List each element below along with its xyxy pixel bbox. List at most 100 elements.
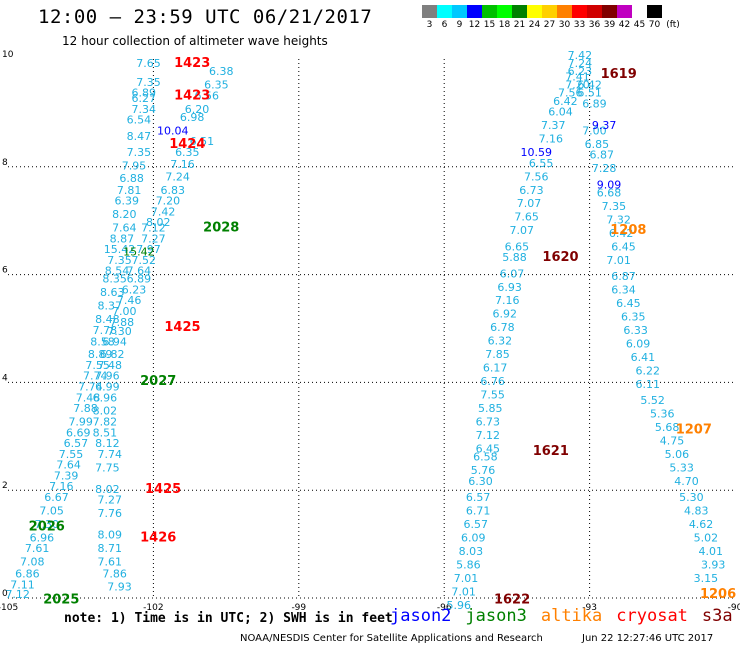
- y-tick-label: 10: [2, 50, 14, 60]
- wave-height-value: 7.74: [83, 370, 108, 383]
- wave-height-value: 7.88: [110, 316, 135, 329]
- wave-height-value: 7.64: [127, 265, 152, 278]
- wave-height-value: 7.75: [95, 461, 120, 474]
- wave-height-value: 7.56: [558, 87, 583, 100]
- wave-height-value: 7.24: [568, 57, 593, 70]
- legend-label: 15: [483, 20, 496, 30]
- pass-time-label: 1426: [140, 530, 176, 545]
- wave-height-value: 8.71: [98, 542, 123, 555]
- wave-height-value: 7.01: [451, 585, 476, 598]
- wave-height-value: 7.35: [136, 76, 161, 89]
- satellite-name: jason3: [465, 606, 527, 626]
- wave-height-value: 7.12: [5, 588, 30, 601]
- wave-height-value: 7.81: [117, 184, 142, 197]
- satellite-name: altika: [540, 606, 603, 626]
- wave-height-value: 5.36: [650, 407, 675, 420]
- legend-label: 3: [426, 20, 433, 30]
- wave-height-value: 6.73: [476, 416, 501, 429]
- legend-label: 21: [513, 20, 526, 30]
- wave-height-value: 5.85: [478, 402, 503, 415]
- wave-height-value: 7.24: [165, 170, 190, 183]
- legend-swatch: [452, 5, 467, 18]
- wave-height-value: 6.76: [480, 375, 505, 388]
- wave-height-value: 3.93: [701, 558, 726, 571]
- wave-height-value: 6.83: [161, 184, 186, 197]
- wave-height-value: 7.07: [517, 197, 542, 210]
- wave-height-value: 7.30: [107, 325, 132, 338]
- legend-swatch: [497, 5, 512, 18]
- wave-height-value: 6.04: [548, 106, 573, 119]
- wave-height-value: 7.48: [98, 359, 123, 372]
- wave-height-value: 4.62: [689, 518, 714, 531]
- wave-height-value: 6.23: [122, 283, 147, 296]
- wave-height-value: 8.03: [459, 545, 484, 558]
- wave-height-value: 8.54: [105, 265, 130, 278]
- wave-height-value: 6.87: [611, 270, 636, 283]
- wave-height-value: 7.74: [98, 448, 123, 461]
- x-tick-label: -99: [291, 603, 306, 613]
- satellite-legend: jason2 jason3 altika cryosat s3a: [390, 606, 733, 626]
- wave-height-value: 7.05: [39, 504, 64, 517]
- wave-height-value: 6.98: [180, 111, 205, 124]
- pass-time-label: 1423: [174, 56, 210, 71]
- legend-swatches: [422, 5, 684, 18]
- wave-height-value: 7.82: [93, 416, 118, 429]
- wave-height-value: 7.00: [582, 124, 607, 137]
- wave-height-value: 6.07: [500, 267, 525, 280]
- wave-height-value: 6.45: [611, 240, 636, 253]
- wave-height-value: 5.52: [640, 394, 665, 407]
- legend-swatch: [557, 5, 572, 18]
- y-tick-label: 2: [2, 481, 8, 491]
- timestamp-text: Jun 22 12:27:46 UTC 2017: [582, 633, 714, 644]
- wave-height-value: 8.02: [146, 216, 171, 229]
- wave-height-value: 7.16: [170, 158, 195, 171]
- legend-swatch: [542, 5, 557, 18]
- wave-height-value: 15.42: [104, 243, 136, 256]
- wave-height-value: 5.68: [655, 421, 680, 434]
- wave-height-value: 5.96: [446, 599, 471, 612]
- wave-height-value: 6.45: [476, 442, 501, 455]
- wave-height-value: 7.12: [476, 429, 501, 442]
- wave-height-value: 7.76: [98, 507, 123, 520]
- wave-height-value: 5.33: [669, 461, 694, 474]
- wave-height-value: 7.39: [54, 469, 79, 482]
- wave-height-value: 8.35: [102, 273, 127, 286]
- wave-height-value: 8.89: [88, 348, 113, 361]
- wave-height-value: 7.41: [565, 71, 590, 84]
- y-tick-label: 8: [2, 158, 8, 168]
- wave-height-value: 7.61: [25, 542, 50, 555]
- wave-height-value: 8.51: [93, 426, 118, 439]
- wave-height-value: 6.68: [597, 186, 622, 199]
- wave-height-value: 6.45: [616, 297, 641, 310]
- wave-height-value: 7.00: [112, 305, 137, 318]
- wave-height-value: 5.02: [694, 531, 719, 544]
- wave-height-value: 8.02: [95, 483, 120, 496]
- wave-height-value: 6.34: [611, 283, 636, 296]
- wave-height-value: 7.16: [539, 133, 564, 146]
- wave-height-value: 6.93: [497, 281, 522, 294]
- wave-height-value: 7.34: [131, 103, 156, 116]
- wave-height-value: 8.09: [98, 529, 123, 542]
- credit-text: NOAA/NESDIS Center for Satellite Applica…: [240, 633, 543, 644]
- wave-height-value: 7.93: [107, 580, 132, 593]
- wave-height-value: 4.01: [699, 545, 724, 558]
- wave-height-value: 7.35: [602, 200, 627, 213]
- wave-height-value: 4.83: [684, 504, 709, 517]
- wave-height-value: 6.32: [488, 335, 513, 348]
- pass-time-label: 1622: [494, 592, 530, 607]
- legend-swatch: [467, 5, 482, 18]
- wave-height-value: 7.99: [68, 416, 93, 429]
- pass-time-label: 1619: [601, 67, 637, 82]
- wave-height-value: 6.89: [127, 273, 152, 286]
- footer-note: note: 1) Time is in UTC; 2) SWH is in fe…: [64, 611, 393, 626]
- wave-height-value: 6.92: [493, 308, 518, 321]
- x-tick-label: -96: [437, 603, 452, 613]
- pass-time-label: 2025: [43, 592, 79, 607]
- wave-height-value: 7.88: [73, 402, 98, 415]
- wave-height-value: 7.64: [112, 221, 137, 234]
- x-tick-label: -93: [582, 603, 597, 613]
- wave-height-value: 7.96: [95, 370, 120, 383]
- legend-label: 6: [441, 20, 448, 30]
- wave-height-value: 7.97: [136, 243, 161, 256]
- wave-height-value: 6.69: [66, 426, 91, 439]
